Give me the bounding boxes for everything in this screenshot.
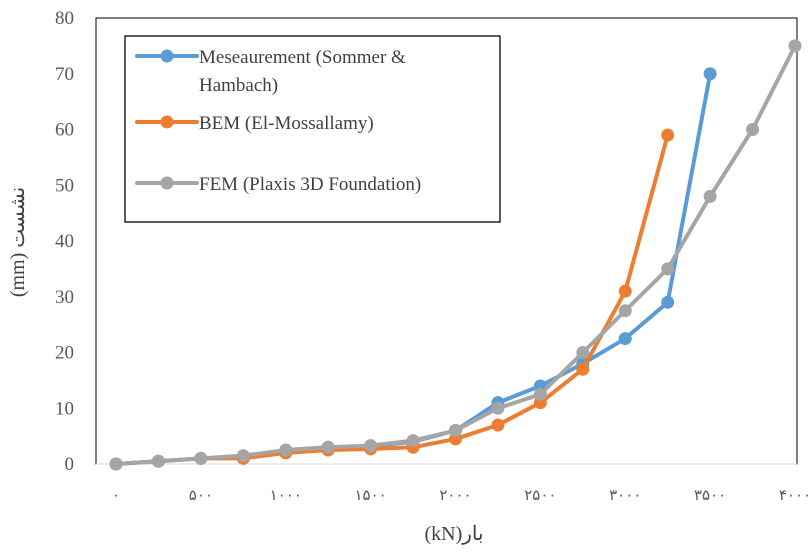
y-axis-title: نشست (mm) — [7, 187, 29, 297]
legend-item-1: Meseaurement (Sommer & Hambach) — [135, 47, 406, 96]
legend-label: Meseaurement (Sommer & — [199, 47, 406, 68]
series-point — [788, 39, 802, 53]
x-tick-label: ۳۰۰۰ — [609, 486, 641, 504]
series-layer — [109, 39, 802, 471]
series-point — [109, 457, 123, 471]
legend: Meseaurement (Sommer & Hambach) BEM (El-Mo… — [124, 35, 501, 223]
legend-label: Hambach) — [199, 75, 278, 96]
legend-item-2: BEM (El-Mossallamy) — [135, 113, 374, 134]
series-point — [618, 284, 632, 298]
x-tick-label: ۲۵۰۰ — [524, 486, 556, 504]
legend-swatch-marker — [160, 49, 174, 63]
legend-swatch-marker — [160, 115, 174, 129]
x-tick-label: ۲۰۰۰ — [439, 486, 471, 504]
series-point — [364, 439, 378, 453]
y-tick-label: 80 — [55, 8, 74, 29]
series-point — [618, 332, 632, 346]
y-tick-label: 10 — [55, 398, 74, 419]
x-axis-title: بار(kN) — [424, 523, 483, 545]
series-point — [194, 451, 208, 465]
x-tick-label: ۰ — [112, 486, 120, 504]
series-point — [661, 295, 675, 309]
legend-swatch-marker — [160, 176, 174, 190]
series-point — [236, 449, 250, 463]
plot-frame — [95, 17, 798, 465]
series-point — [151, 454, 165, 468]
y-axis-ticks: 0 10 20 30 40 50 60 70 80 — [55, 8, 74, 475]
series-point — [533, 387, 547, 401]
series-point — [661, 128, 675, 142]
y-tick-label: 20 — [55, 343, 74, 364]
x-tick-label: ۴۰۰۰ — [779, 486, 810, 504]
series-point — [279, 443, 293, 457]
series-point — [746, 123, 760, 136]
y-tick-label: 50 — [55, 175, 74, 196]
y-tick-label: 30 — [55, 287, 74, 308]
series-point — [321, 440, 335, 454]
series-point — [576, 362, 590, 376]
series-point — [491, 401, 505, 415]
x-tick-label: ۵۰۰ — [189, 486, 213, 504]
series-point — [449, 424, 462, 438]
legend-item-3: FEM (Plaxis 3D Foundation) — [135, 174, 421, 195]
series-point — [618, 304, 632, 318]
series-point — [406, 434, 420, 448]
legend-label: FEM (Plaxis 3D Foundation) — [199, 174, 421, 195]
y-tick-label: 40 — [55, 231, 74, 252]
series-point — [661, 262, 675, 276]
y-tick-label: 70 — [55, 64, 74, 85]
x-axis-ticks: ۰ ۵۰۰ ۱۰۰۰ ۱۵۰۰ ۲۰۰۰ ۲۵۰۰ ۳۰۰۰ ۳۵۰۰ ۴۰۰۰ — [112, 486, 810, 504]
y-tick-label: 60 — [55, 120, 74, 141]
series-point — [703, 189, 717, 203]
series-point — [491, 418, 505, 432]
x-tick-label: ۳۵۰۰ — [694, 486, 726, 504]
series-point — [703, 67, 717, 81]
legend-box — [124, 35, 501, 223]
x-tick-label: ۱۵۰۰ — [355, 486, 387, 504]
y-tick-label: 0 — [65, 454, 75, 475]
x-tick-label: ۱۰۰۰ — [270, 486, 302, 504]
legend-label: BEM (El-Mossallamy) — [199, 113, 374, 134]
series-3 — [109, 39, 802, 471]
series-point — [576, 346, 590, 359]
